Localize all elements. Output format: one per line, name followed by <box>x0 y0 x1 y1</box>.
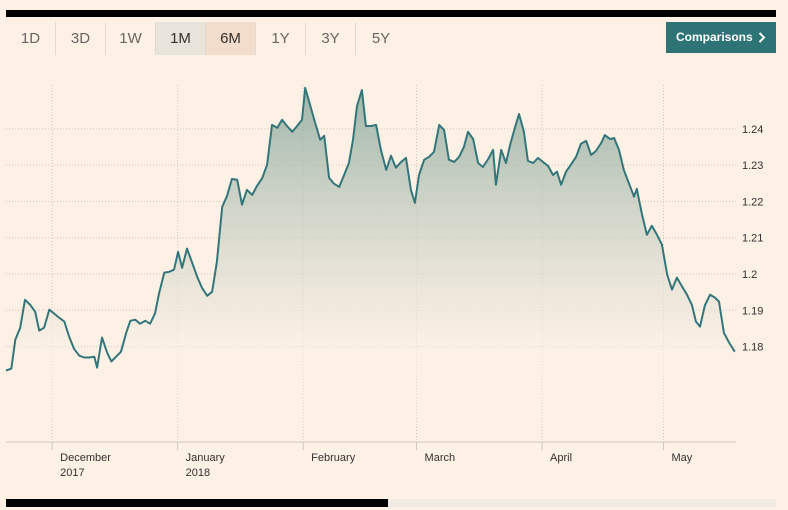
chevron-icon <box>758 32 766 43</box>
y-tick-label: 1.18 <box>742 342 763 354</box>
y-tick-label: 1.21 <box>742 233 763 245</box>
scrollbar-track <box>6 499 776 507</box>
x-tick-label: April <box>550 452 572 464</box>
range-button[interactable]: 6M <box>206 22 256 55</box>
line <box>5 86 736 372</box>
y-tick-label: 1.22 <box>742 196 763 208</box>
y-tick-label: 1.19 <box>742 305 763 317</box>
range-button[interactable]: 1M <box>156 22 206 55</box>
x-tick-label: May <box>672 452 693 464</box>
y-tick-label: 1.24 <box>742 124 763 136</box>
comparisons-label: Comparisons <box>676 30 753 44</box>
x-tick-label: January <box>186 452 226 464</box>
comparisons-button[interactable]: Comparisons <box>666 22 776 53</box>
top-bar <box>6 10 776 17</box>
x-tick-label: 2017 <box>60 467 84 479</box>
range-button[interactable]: 1W <box>106 22 156 55</box>
area <box>6 87 735 443</box>
chart: 1.18 1.19 1.2 1.21 1.22 1.23 1.24 December 2017 J… <box>5 85 763 479</box>
y-tick-label: 1.23 <box>742 160 763 172</box>
x-tick-label: December <box>60 452 111 464</box>
range-button[interactable]: 1D <box>6 22 56 55</box>
range-button[interactable]: 3Y <box>306 22 356 55</box>
y-tick-label: 1.2 <box>742 269 757 281</box>
x-tick-label: February <box>311 452 356 464</box>
range-button[interactable]: 1Y <box>256 22 306 55</box>
range-button[interactable]: 5Y <box>371 30 391 47</box>
x-tick-label: March <box>425 452 456 464</box>
range-button[interactable]: 3D <box>56 22 106 55</box>
scrollbar-thumb[interactable] <box>6 499 388 507</box>
x-tick-label: 2018 <box>186 467 210 479</box>
range-selector: 1D 3D 1W 1M 6M 1Y 3Y 5Y <box>6 22 406 55</box>
